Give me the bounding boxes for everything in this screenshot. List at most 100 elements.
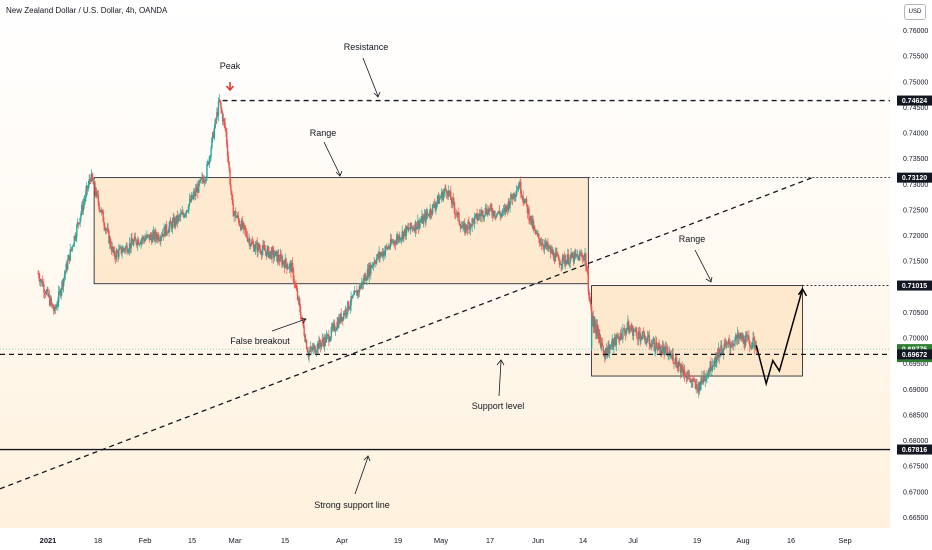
candle-body <box>646 341 648 342</box>
candle-body <box>38 273 40 279</box>
price-tick-label: 0.75000 <box>903 79 928 86</box>
candle-body <box>384 246 387 252</box>
candle-body <box>379 252 381 257</box>
candle-body <box>376 254 379 259</box>
time-axis-panel[interactable] <box>0 528 890 550</box>
candle-body <box>548 246 551 248</box>
candle-body <box>51 303 53 305</box>
price-axis-panel[interactable] <box>890 0 932 550</box>
time-tick-label: 15 <box>188 536 196 545</box>
candle-body <box>666 347 669 356</box>
candle-body <box>217 101 220 116</box>
candle-body <box>62 278 65 287</box>
candle-body <box>333 323 336 331</box>
candle-body <box>676 364 678 368</box>
candle-body <box>534 226 536 230</box>
candle-body <box>144 238 146 242</box>
time-tick-label: 19 <box>394 536 402 545</box>
candle-body <box>748 336 750 342</box>
candle-body <box>263 245 265 247</box>
candle-body <box>371 265 374 268</box>
candle-body <box>692 378 694 382</box>
candle-body <box>605 348 608 357</box>
candle-body <box>492 213 494 217</box>
candle-body <box>76 222 79 226</box>
candle-body <box>274 251 277 257</box>
candle-body <box>327 334 329 336</box>
candle-body <box>352 295 354 299</box>
candle-body <box>170 221 172 224</box>
candle-body <box>700 376 702 386</box>
candle-body <box>628 327 631 332</box>
candle-body <box>312 346 314 351</box>
candle-body <box>583 256 585 260</box>
candle-body <box>440 197 442 198</box>
candle-body <box>330 326 333 337</box>
candle-body <box>665 347 668 348</box>
candle-body <box>160 236 163 238</box>
candle-body <box>450 199 453 204</box>
candle-body <box>399 238 402 241</box>
candle-body <box>459 225 462 229</box>
candle-body <box>240 225 242 230</box>
peak-arrow <box>225 82 235 92</box>
candle-body <box>211 137 213 149</box>
candle-body <box>516 189 519 191</box>
candle-body <box>252 243 254 245</box>
candle-body <box>702 375 705 383</box>
candle-body <box>395 239 398 245</box>
candle-body <box>576 254 578 256</box>
candle-body <box>120 246 123 254</box>
candle-body <box>253 244 255 252</box>
candle-body <box>305 340 308 349</box>
candle-body <box>469 224 472 230</box>
candle-body <box>451 198 454 204</box>
candle-body <box>123 248 125 250</box>
candle-body <box>703 375 706 381</box>
candle-body <box>414 221 417 232</box>
candle-body <box>634 328 636 331</box>
candle-body <box>438 198 440 204</box>
candle-body <box>486 212 488 215</box>
candle-body <box>679 363 681 367</box>
candle-body <box>508 201 510 208</box>
candle-body <box>739 333 742 339</box>
candle-body <box>223 118 225 123</box>
candle-body <box>553 259 556 262</box>
candle-body <box>742 335 744 340</box>
candle-body <box>216 112 218 120</box>
currency-badge[interactable]: USD <box>904 4 926 20</box>
candle-body <box>570 253 572 258</box>
candle-body <box>662 346 664 349</box>
candle-body <box>126 245 128 253</box>
time-tick-label: 15 <box>281 536 289 545</box>
candle-body <box>580 253 582 256</box>
candle-body <box>90 179 92 182</box>
candle-body <box>178 215 180 217</box>
candle-body <box>713 364 716 366</box>
candle-body <box>264 250 267 252</box>
candle-body <box>621 338 623 340</box>
candle-body <box>352 294 355 296</box>
candle-body <box>459 222 461 226</box>
candle-body <box>540 243 543 245</box>
candle-body <box>733 344 735 346</box>
price-tick-label: 0.68500 <box>903 412 928 419</box>
candle-body <box>594 321 596 323</box>
candle-body <box>154 231 156 240</box>
price-tick-label: 0.70500 <box>903 310 928 317</box>
candle-body <box>139 243 141 245</box>
candle-body <box>645 341 647 344</box>
candle-body <box>501 213 503 215</box>
candle-body <box>627 321 629 329</box>
candle-body <box>281 257 283 265</box>
candle-body <box>254 249 256 252</box>
candle-body <box>500 214 502 217</box>
candle-body <box>343 313 346 315</box>
candle-body <box>338 317 340 328</box>
candle-body <box>443 191 445 194</box>
candle-body <box>76 225 78 237</box>
candle-body <box>655 342 658 349</box>
price-tick-label: 0.70000 <box>903 336 928 343</box>
